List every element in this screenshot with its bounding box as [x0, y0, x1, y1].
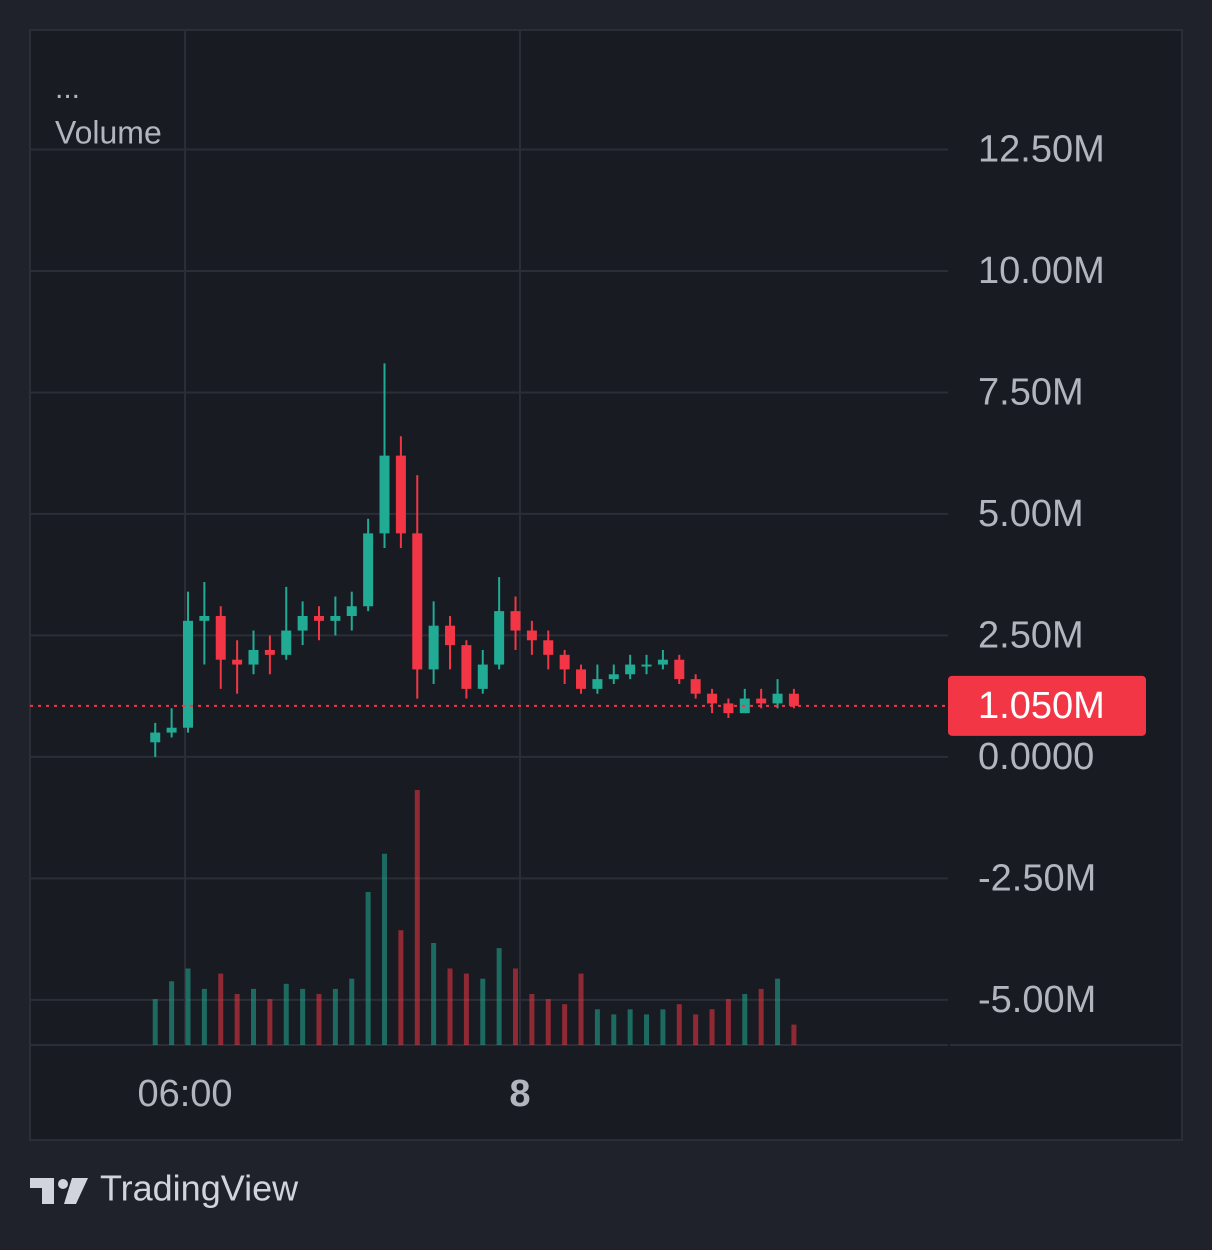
volume-bar [644, 1014, 650, 1045]
volume-bar [365, 892, 371, 1045]
candle-body [543, 640, 554, 655]
candle-body [379, 455, 390, 534]
volume-bar [218, 973, 224, 1045]
volume-bar [300, 988, 306, 1045]
candle-body [772, 693, 783, 704]
volume-bar [463, 973, 469, 1045]
y-tick-label: 2.50M [978, 614, 1084, 656]
volume-bar [725, 999, 731, 1045]
last-price-label: 1.050M [978, 685, 1105, 727]
candle-body [657, 659, 668, 665]
volume-bar [398, 930, 404, 1045]
candle-body [445, 625, 456, 646]
volume-bar [676, 1004, 682, 1045]
candle-body [363, 533, 374, 607]
candle-body [477, 664, 488, 689]
y-tick-label: -5.00M [978, 979, 1096, 1021]
candle-body [641, 664, 652, 667]
candle-body [346, 606, 357, 616]
candle-body [788, 693, 799, 706]
candle-body [576, 669, 587, 689]
marks [30, 363, 948, 1045]
legend-label: Volume [55, 114, 162, 150]
candle-body [395, 455, 406, 534]
volume-bar [185, 968, 191, 1045]
x-tick-label: 8 [509, 1073, 530, 1115]
menu[interactable]: ... [55, 72, 80, 105]
volume-bar [316, 994, 322, 1045]
candle-body [232, 659, 243, 665]
candle-body [199, 615, 210, 621]
y-tick-label: 7.50M [978, 371, 1084, 413]
brand-logo [30, 1178, 88, 1204]
volume-bar [234, 994, 240, 1045]
volume-bar [283, 983, 289, 1045]
volume-bar [758, 988, 764, 1045]
volume-bar [742, 994, 748, 1045]
candle-body [150, 732, 161, 743]
volume-bar [382, 853, 388, 1045]
volume-bar [529, 994, 535, 1045]
y-tick-label: 0.0000 [978, 736, 1094, 778]
volume-bar [250, 988, 256, 1045]
candle-body [215, 615, 226, 660]
candle-body [166, 727, 177, 733]
volume-bar [169, 981, 175, 1045]
volume-bar [693, 1014, 699, 1045]
candle-body [330, 615, 341, 621]
volume-bar [201, 988, 207, 1045]
volume-bar [594, 1009, 600, 1045]
volume-bar [447, 968, 453, 1045]
volume-bar [349, 978, 355, 1045]
candle-body [314, 615, 325, 621]
candle-body [248, 649, 259, 665]
volume-bar [545, 999, 551, 1045]
candle-body [690, 679, 701, 694]
volume-bar [152, 999, 158, 1045]
y-tick-label: 10.00M [978, 250, 1105, 292]
volume-bar [611, 1014, 617, 1045]
candle-body [723, 703, 734, 714]
volume-bar [562, 1004, 568, 1045]
volume-bar [414, 790, 420, 1045]
volume-bar [480, 978, 486, 1045]
volume-bar [660, 1009, 666, 1045]
candle-body [428, 625, 439, 670]
candle-body [182, 620, 193, 728]
last-price-badge [948, 675, 1146, 736]
candle-body [297, 615, 308, 631]
volume-bar [627, 1009, 633, 1045]
volume-bar [578, 973, 584, 1045]
candle-body [526, 630, 537, 641]
candle-body [510, 611, 521, 631]
y-tick-label: 12.50M [978, 129, 1105, 171]
candle-body [707, 693, 718, 704]
volume-bar [709, 1009, 715, 1045]
volume-bar [791, 1024, 797, 1045]
candle-body [494, 611, 505, 665]
candle-body [461, 645, 472, 689]
candle-body [625, 664, 636, 675]
volume-bar [775, 978, 781, 1045]
candle-body [412, 533, 423, 670]
chart-frame [29, 29, 1183, 1141]
candle-body [264, 649, 275, 655]
volume-bar [513, 968, 519, 1045]
y-tick-label: 5.00M [978, 493, 1084, 535]
candle-body [756, 698, 767, 704]
x-tick-label: 06:00 [137, 1073, 232, 1115]
candle-body [592, 679, 603, 689]
candle-body [559, 654, 570, 670]
candle-body [674, 659, 685, 680]
brand-name: TradingView [100, 1168, 299, 1209]
volume-bar [332, 988, 338, 1045]
volume-bar [267, 999, 273, 1045]
y-tick-label: -2.50M [978, 857, 1096, 899]
candle-body [281, 630, 292, 655]
candle-body [608, 674, 619, 680]
volume-bar [496, 948, 502, 1045]
volume-bar [431, 943, 437, 1045]
